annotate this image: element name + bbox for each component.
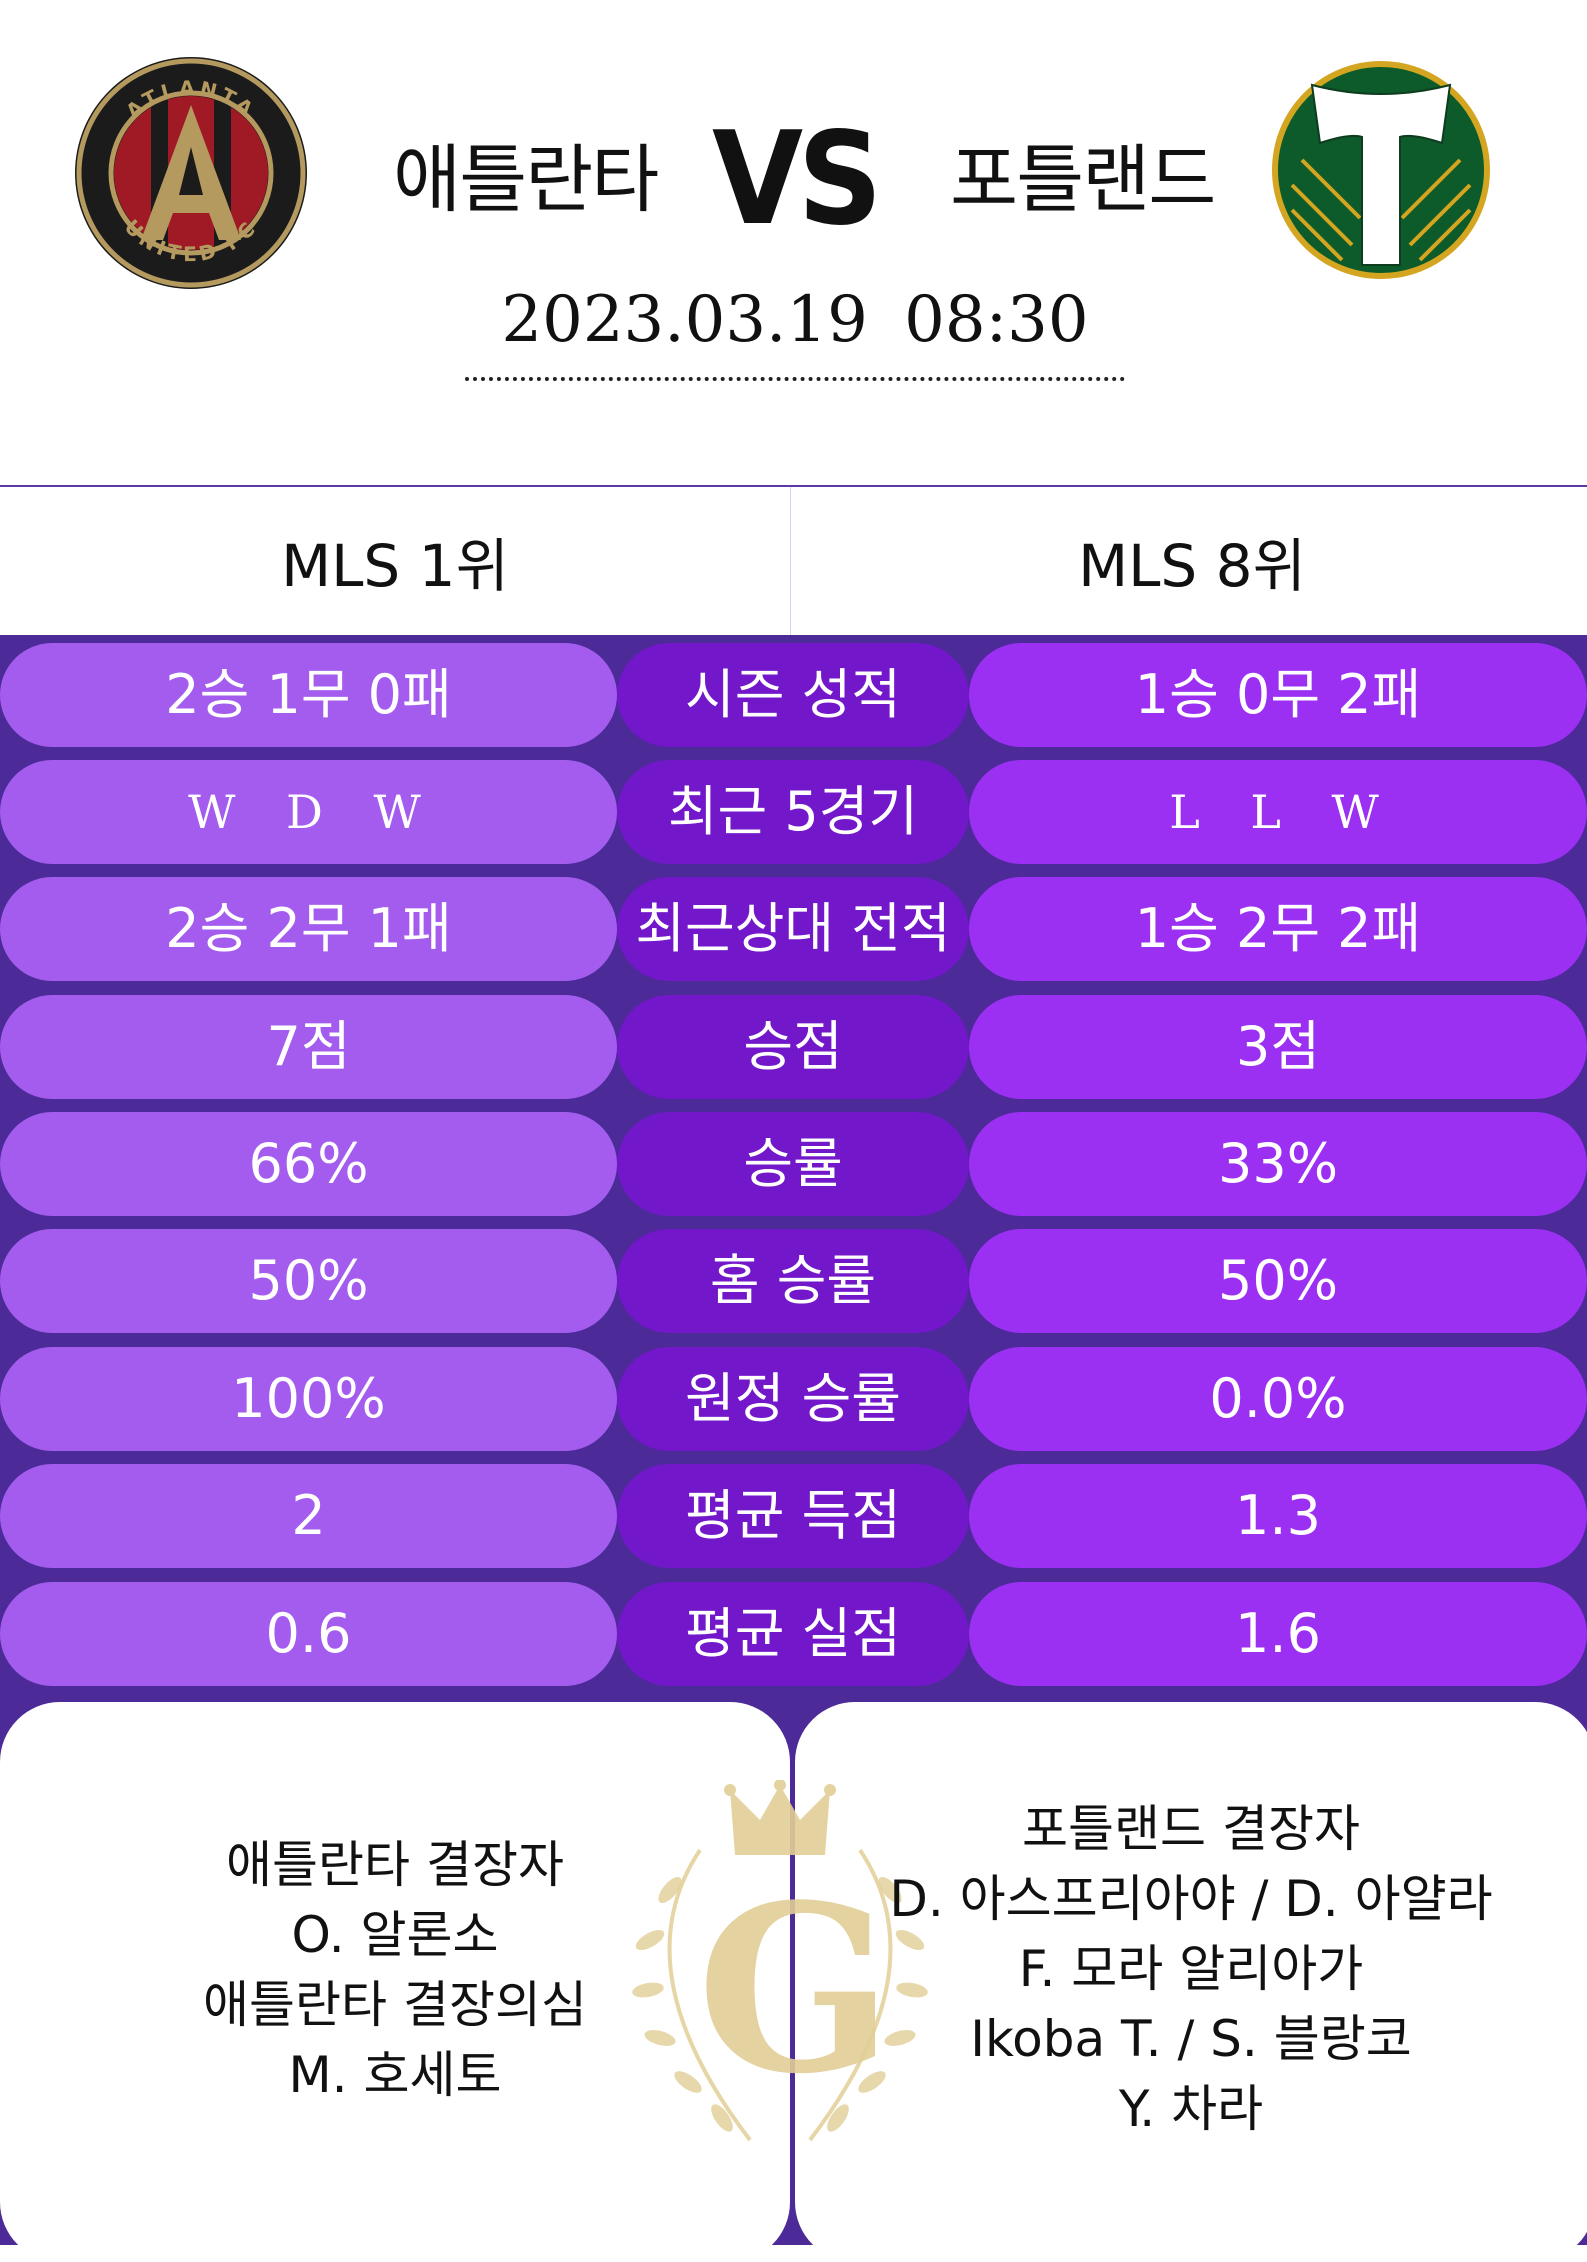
home-team-name: 애틀란타 [393, 137, 659, 223]
stat-label: 승률 [617, 1112, 969, 1216]
stat-label: 최근상대 전적 [617, 877, 969, 981]
away-team-name: 포틀랜드 [950, 137, 1216, 223]
home-stat-value: 2승 1무 0패 [0, 643, 617, 747]
home-absence-card [0, 1702, 790, 2262]
stat-label: 원정 승률 [617, 1347, 969, 1451]
rank-row: MLS 1위 MLS 8위 [0, 487, 1587, 635]
stat-label: 최근 5경기 [617, 760, 969, 864]
stat-label: 평균 득점 [617, 1464, 969, 1568]
stat-label: 홈 승률 [617, 1229, 969, 1333]
stats-table: 2승 1무 0패 시즌 성적 1승 0무 2패 W D W 최근 5경기 L L… [0, 635, 1587, 2245]
absence-line: 애틀란타 결장의심 [203, 1976, 587, 2034]
stat-row: W D W 최근 5경기 L L W [0, 760, 1587, 864]
home-stat-value: 66% [0, 1112, 617, 1216]
away-stat-value: 3점 [969, 995, 1587, 1099]
vs-label: VS [712, 105, 882, 254]
stat-row: 0.6 평균 실점 1.6 [0, 1582, 1587, 1686]
stat-label: 평균 실점 [617, 1582, 969, 1686]
match-header: ATLANTA UNITED FC 애틀란타 VS 포틀랜드 2023.03.1… [0, 0, 1587, 487]
away-stat-value: 33% [969, 1112, 1587, 1216]
stat-row: 7점 승점 3점 [0, 995, 1587, 1099]
header-divider [0, 485, 1587, 487]
stat-label: 시즌 성적 [617, 643, 969, 747]
stat-row: 2승 2무 1패 최근상대 전적 1승 2무 2패 [0, 877, 1587, 981]
absence-line: 포틀랜드 결장자 [1022, 1800, 1360, 1858]
home-stat-value: 2승 2무 1패 [0, 877, 617, 981]
crown-laurel-emblem-icon: G [632, 1780, 928, 2142]
home-rank: MLS 1위 [281, 532, 509, 600]
home-stat-value: 7점 [0, 995, 617, 1099]
home-stat-value: 0.6 [0, 1582, 617, 1686]
absence-line: F. 모라 알리아가 [1018, 1940, 1364, 1998]
home-stat-value: 2 [0, 1464, 617, 1568]
absence-line: M. 호세토 [288, 2046, 502, 2104]
absence-line: O. 알론소 [291, 1906, 499, 1964]
home-stat-value: 100% [0, 1347, 617, 1451]
stat-label: 승점 [617, 995, 969, 1099]
home-recent-form: W D W [0, 760, 617, 864]
stat-row: 100% 원정 승률 0.0% [0, 1347, 1587, 1451]
absence-line: 애틀란타 결장자 [226, 1836, 564, 1894]
absence-line: Y. 차라 [1118, 2080, 1264, 2138]
away-absence-list: 포틀랜드 결장자 D. 아스프리아야 / D. 아얄라 F. 모라 알리아가 I… [795, 1794, 1587, 2144]
rank-divider [790, 487, 791, 635]
away-rank: MLS 8위 [1078, 532, 1306, 600]
home-stat-value: 50% [0, 1229, 617, 1333]
away-stat-value: 50% [969, 1229, 1587, 1333]
stat-row: 50% 홈 승률 50% [0, 1229, 1587, 1333]
away-stat-value: 0.0% [969, 1347, 1587, 1451]
match-datetime: 2023.03.19 08:30 [501, 283, 1089, 357]
stat-row: 66% 승률 33% [0, 1112, 1587, 1216]
away-recent-form: L L W [969, 760, 1587, 864]
away-stat-value: 1승 2무 2패 [969, 877, 1587, 981]
stat-row: 2승 1무 0패 시즌 성적 1승 0무 2패 [0, 643, 1587, 747]
stat-row: 2 평균 득점 1.3 [0, 1464, 1587, 1568]
absence-line: Ikoba T. / S. 블랑코 [970, 2010, 1412, 2068]
away-stat-value: 1승 0무 2패 [969, 643, 1587, 747]
away-absence-card [795, 1702, 1587, 2262]
portland-logo-icon [1272, 61, 1490, 279]
atlanta-logo-icon: ATLANTA UNITED FC [75, 57, 307, 289]
away-stat-value: 1.6 [969, 1582, 1587, 1686]
absence-line: D. 아스프리아야 / D. 아얄라 [889, 1870, 1493, 1928]
away-stat-value: 1.3 [969, 1464, 1587, 1568]
svg-text:G: G [697, 1855, 893, 2125]
home-absence-list: 애틀란타 결장자 O. 알론소 애틀란타 결장의심 M. 호세토 [0, 1830, 790, 2110]
dotted-divider [465, 377, 1125, 381]
